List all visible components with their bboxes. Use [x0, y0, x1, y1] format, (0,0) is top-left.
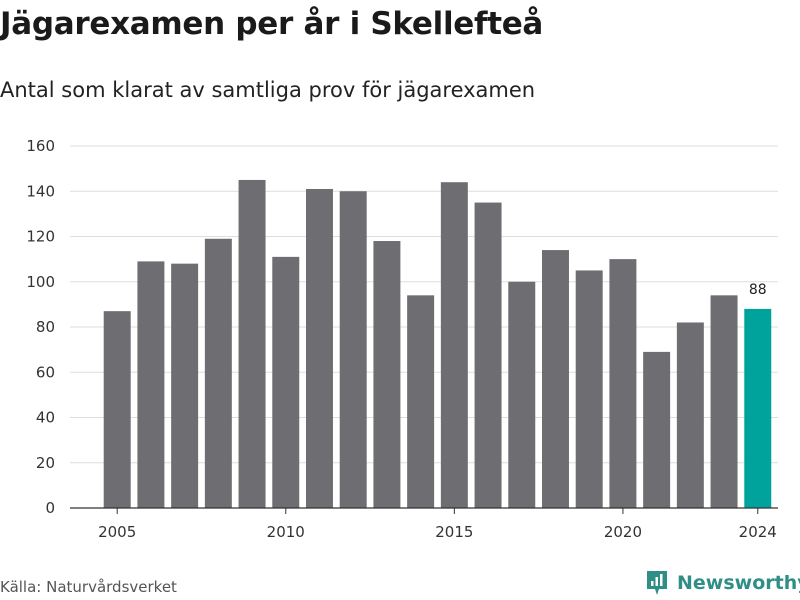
- y-tick-label-160: 160: [26, 137, 55, 155]
- data-labels: 88: [749, 282, 767, 298]
- bar-2015: [440, 182, 468, 508]
- bar-2014: [407, 295, 435, 508]
- y-tick-label-120: 120: [26, 228, 55, 246]
- y-tick-label-100: 100: [26, 273, 55, 291]
- bar-2016: [474, 202, 502, 508]
- bar-2021: [643, 351, 671, 508]
- bar-2013: [373, 241, 401, 508]
- bar-2009: [238, 179, 266, 508]
- y-tick-label-0: 0: [45, 499, 55, 517]
- bar-2019: [575, 270, 603, 508]
- bar-2020: [609, 259, 637, 508]
- y-tick-label-140: 140: [26, 182, 55, 200]
- newsworthy-icon: [647, 571, 667, 595]
- bar-2024: [744, 308, 772, 508]
- chart-subtitle: Antal som klarat av samtliga prov för jä…: [0, 78, 536, 102]
- y-axis: 0 20 40 60 80 100 120 140 160: [26, 137, 55, 517]
- y-tick-label-20: 20: [36, 454, 55, 472]
- x-tick-label-2024: 2024: [739, 523, 777, 541]
- brand-logo: Newsworthy: [645, 568, 800, 598]
- bars: [103, 179, 772, 509]
- source-note: Källa: Naturvårdsverket: [0, 578, 177, 596]
- y-tick-label-60: 60: [36, 363, 55, 381]
- bar-2007: [171, 263, 199, 508]
- bar-2023: [710, 295, 738, 508]
- y-tick-label-80: 80: [36, 318, 55, 336]
- bar-2012: [339, 191, 367, 508]
- data-label-2024: 88: [749, 282, 767, 298]
- bar-2008: [204, 238, 232, 508]
- y-tick-label-40: 40: [36, 409, 55, 427]
- bar-2010: [272, 256, 300, 508]
- x-axis: 2005 2010 2015 2020 2024: [70, 507, 778, 541]
- brand-name: Newsworthy: [677, 572, 800, 594]
- bar-2005: [103, 311, 131, 508]
- chart-title: Jägarexamen per år i Skellefteå: [0, 6, 544, 42]
- x-tick-label-2010: 2010: [267, 523, 305, 541]
- x-tick-label-2005: 2005: [98, 523, 136, 541]
- x-tick-label-2020: 2020: [604, 523, 642, 541]
- bar-2006: [137, 261, 165, 508]
- bar-2017: [508, 281, 536, 508]
- x-tick-label-2015: 2015: [435, 523, 473, 541]
- bar-2011: [306, 188, 333, 509]
- bar-2022: [676, 322, 704, 508]
- bar-2018: [542, 250, 569, 508]
